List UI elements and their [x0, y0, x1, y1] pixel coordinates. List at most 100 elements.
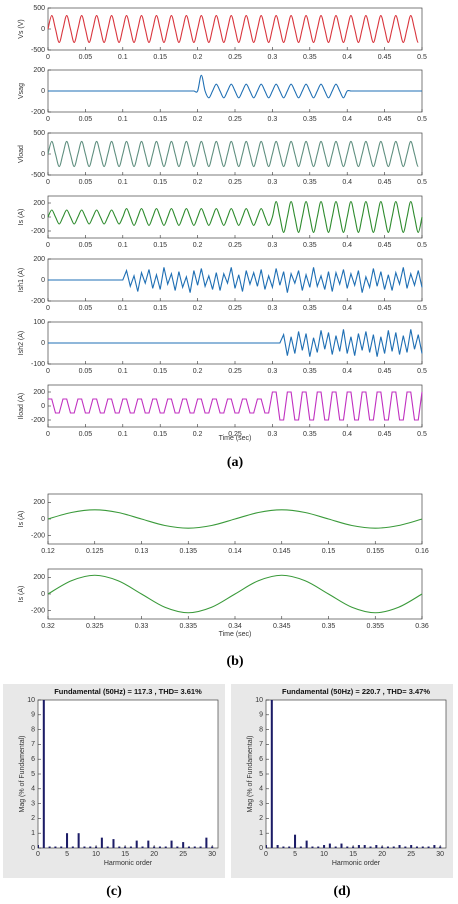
x-tick-label: 0.05 [79, 54, 93, 61]
x-tick-label: 20 [378, 851, 386, 858]
x-tick-label: 0.155 [366, 548, 384, 555]
y-tick-label: 8 [31, 726, 35, 733]
x-tick-label: 0.05 [79, 368, 93, 375]
bar [439, 846, 442, 848]
bar [346, 846, 349, 848]
x-tick-label: 0.12 [41, 548, 55, 555]
x-tick-label: 0.35 [303, 431, 317, 438]
y-tick-label: 0 [41, 277, 45, 284]
y-tick-label: 5 [259, 771, 263, 778]
y-tick-label: 0 [41, 26, 45, 33]
bar [71, 846, 74, 848]
bar [375, 845, 378, 848]
bar [386, 846, 389, 848]
x-tick-label: 10 [92, 851, 100, 858]
bar [276, 845, 279, 848]
x-tick-label: 0.1 [118, 179, 128, 186]
x-tick-label: 0.1 [118, 54, 128, 61]
bar [124, 846, 127, 848]
x-tick-label: 0.1 [118, 431, 128, 438]
y-tick-label: 200 [33, 499, 45, 506]
y-axis-label: Is (A) [18, 209, 25, 226]
bar [311, 846, 314, 848]
y-tick-label: 9 [31, 712, 35, 719]
x-tick-label: 0.4 [342, 368, 352, 375]
x-tick-label: 0.325 [86, 623, 104, 630]
bar [60, 846, 63, 848]
x-tick-label: 0.4 [342, 242, 352, 249]
x-tick-label: 0.45 [378, 54, 392, 61]
x-tick-label: 0.13 [135, 548, 149, 555]
x-axis-label: Harmonic order [332, 860, 381, 867]
bar [369, 846, 372, 848]
y-tick-label: 5 [31, 771, 35, 778]
x-tick-label: 15 [121, 851, 129, 858]
x-tick-label: 0.5 [417, 54, 427, 61]
x-tick-label: 0.25 [228, 116, 242, 123]
bar [270, 700, 273, 848]
x-tick-label: 0.1 [118, 116, 128, 123]
x-tick-label: 0.3 [268, 54, 278, 61]
x-tick-label: 0.45 [378, 368, 392, 375]
x-axis-label: Time (sec) [219, 435, 252, 442]
bar [323, 845, 326, 848]
y-tick-label: -200 [31, 298, 45, 305]
y-axis-label: Mag (% of Fundamental) [247, 735, 254, 812]
y-tick-label: 1 [259, 830, 263, 837]
x-tick-label: 0.5 [417, 242, 427, 249]
y-tick-label: 0 [259, 845, 263, 852]
x-tick-label: 0.15 [153, 116, 167, 123]
x-tick-label: 0.05 [79, 179, 93, 186]
waveform [47, 574, 423, 614]
x-tick-label: 30 [436, 851, 444, 858]
x-tick-label: 0.15 [153, 368, 167, 375]
bar [305, 840, 308, 848]
y-tick-label: 0 [41, 340, 45, 347]
caption: (a) [227, 455, 244, 470]
x-tick-label: 0 [264, 851, 268, 858]
bars [38, 700, 214, 848]
x-tick-label: 0.05 [79, 305, 93, 312]
plot-area [265, 699, 447, 849]
x-tick-label: 0 [46, 431, 50, 438]
bar [106, 846, 109, 848]
bar [54, 846, 57, 848]
y-tick-label: 10 [27, 697, 35, 704]
bar [66, 833, 69, 848]
bar [118, 846, 121, 848]
bar [427, 846, 430, 848]
bar [89, 846, 92, 848]
x-tick-label: 25 [407, 851, 415, 858]
y-axis-label: Ish2 (A) [18, 331, 25, 356]
chart-title: Fundamental (50Hz) = 117.3 , THD= 3.61% [54, 687, 202, 696]
y-tick-label: 6 [259, 756, 263, 763]
x-axis-label: Time (sec) [219, 631, 252, 638]
x-tick-label: 0.25 [228, 54, 242, 61]
bar [42, 700, 45, 848]
x-tick-label: 0.1 [118, 305, 128, 312]
x-tick-label: 0.25 [228, 305, 242, 312]
x-tick-label: 0.35 [322, 623, 336, 630]
caption: (b) [226, 654, 243, 669]
bar [398, 845, 401, 848]
bar [182, 842, 185, 848]
bar [421, 846, 424, 848]
y-tick-label: 200 [33, 67, 45, 74]
x-tick-label: 30 [208, 851, 216, 858]
x-tick-label: 0.125 [86, 548, 104, 555]
x-tick-label: 0.4 [342, 54, 352, 61]
bar [95, 846, 98, 848]
x-tick-label: 0.2 [193, 305, 203, 312]
bar [205, 837, 208, 848]
chart-title: Fundamental (50Hz) = 220.7 , THD= 3.47% [282, 687, 430, 696]
x-tick-label: 0.355 [366, 623, 384, 630]
bar [158, 846, 161, 848]
y-tick-label: 7 [259, 741, 263, 748]
y-tick-label: 200 [33, 200, 45, 207]
y-tick-label: 0 [41, 151, 45, 158]
x-tick-label: 0.15 [322, 548, 336, 555]
plot-area [47, 384, 423, 428]
x-tick-label: 0.4 [342, 305, 352, 312]
x-tick-label: 15 [349, 851, 357, 858]
y-axis-label: Vsag [18, 83, 25, 99]
